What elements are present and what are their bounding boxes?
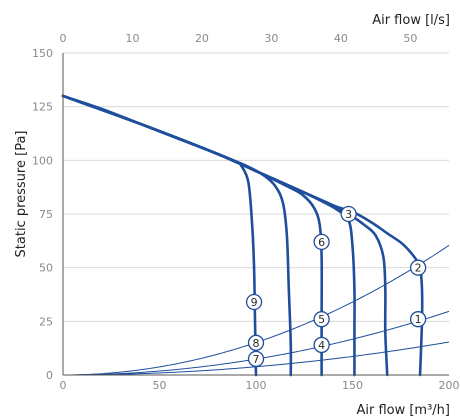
marker-label-9: 9 [251, 296, 258, 309]
operating-point-3: 3 [340, 205, 357, 223]
fan-curve-6 [61, 94, 424, 377]
y-tick-label-75: 75 [39, 208, 53, 221]
x-tick-label-100: 100 [246, 379, 267, 392]
y-tick-label-25: 25 [39, 315, 53, 328]
top-x-axis-title: Air flow [l/s] [372, 13, 450, 28]
y-tick-label-100: 100 [32, 154, 53, 167]
marker-circle-2 [409, 259, 427, 276]
fan-curve-1 [61, 94, 258, 377]
y-tick-label-125: 125 [32, 101, 53, 114]
top-x-tick-label-0: 0 [60, 32, 67, 45]
top-x-tick-label-30: 30 [264, 32, 278, 45]
marker-circle-5 [313, 311, 330, 328]
axes [62, 53, 449, 376]
top-x-tick-label-20: 20 [195, 32, 209, 45]
marker-circle-7 [247, 350, 265, 368]
operating-point-7: 7 [247, 350, 265, 368]
operating-point-1: 1 [409, 311, 427, 328]
x-tick-label-0: 0 [60, 379, 67, 392]
marker-label-8: 8 [253, 337, 260, 350]
operating-point-9: 9 [245, 293, 263, 311]
marker-label-2: 2 [415, 262, 422, 275]
marker-label-6: 6 [318, 236, 325, 249]
x-tick-label-150: 150 [342, 379, 363, 392]
y-tick-label-50: 50 [39, 262, 53, 275]
marker-circle-1 [409, 311, 427, 328]
marker-circle-9 [245, 293, 263, 311]
marker-circle-4 [313, 336, 330, 354]
marker-label-3: 3 [345, 208, 352, 221]
bottom-x-axis-title: Air flow [m³/h] [356, 403, 450, 418]
top-x-tick-label-40: 40 [334, 32, 348, 45]
fan-curve-5 [61, 94, 389, 377]
marker-circle-8 [247, 334, 265, 351]
operating-point-2: 2 [409, 259, 427, 276]
x-tick-label-200: 200 [439, 379, 460, 392]
fan-curve-4 [61, 94, 356, 377]
fan-curves [61, 94, 424, 377]
marker-label-1: 1 [415, 313, 422, 326]
x-tick-label-50: 50 [153, 379, 167, 392]
marker-circle-3 [340, 205, 357, 223]
marker-circle-6 [313, 233, 330, 251]
marker-label-4: 4 [318, 339, 325, 352]
y-tick-label-150: 150 [32, 47, 53, 60]
operating-point-markers: 1 2 3 4 5 6 7 8 9 [245, 205, 427, 368]
marker-label-7: 7 [253, 353, 260, 366]
y-tick-label-0: 0 [46, 369, 53, 382]
y-axis-title: Static pressure [Pa] [14, 131, 29, 258]
top-x-tick-label-10: 10 [125, 32, 139, 45]
marker-label-5: 5 [318, 313, 325, 326]
top-x-tick-label-50: 50 [403, 32, 417, 45]
operating-point-5: 5 [313, 311, 330, 328]
operating-point-4: 4 [313, 336, 330, 354]
operating-point-8: 8 [247, 334, 265, 351]
operating-point-6: 6 [313, 233, 330, 251]
